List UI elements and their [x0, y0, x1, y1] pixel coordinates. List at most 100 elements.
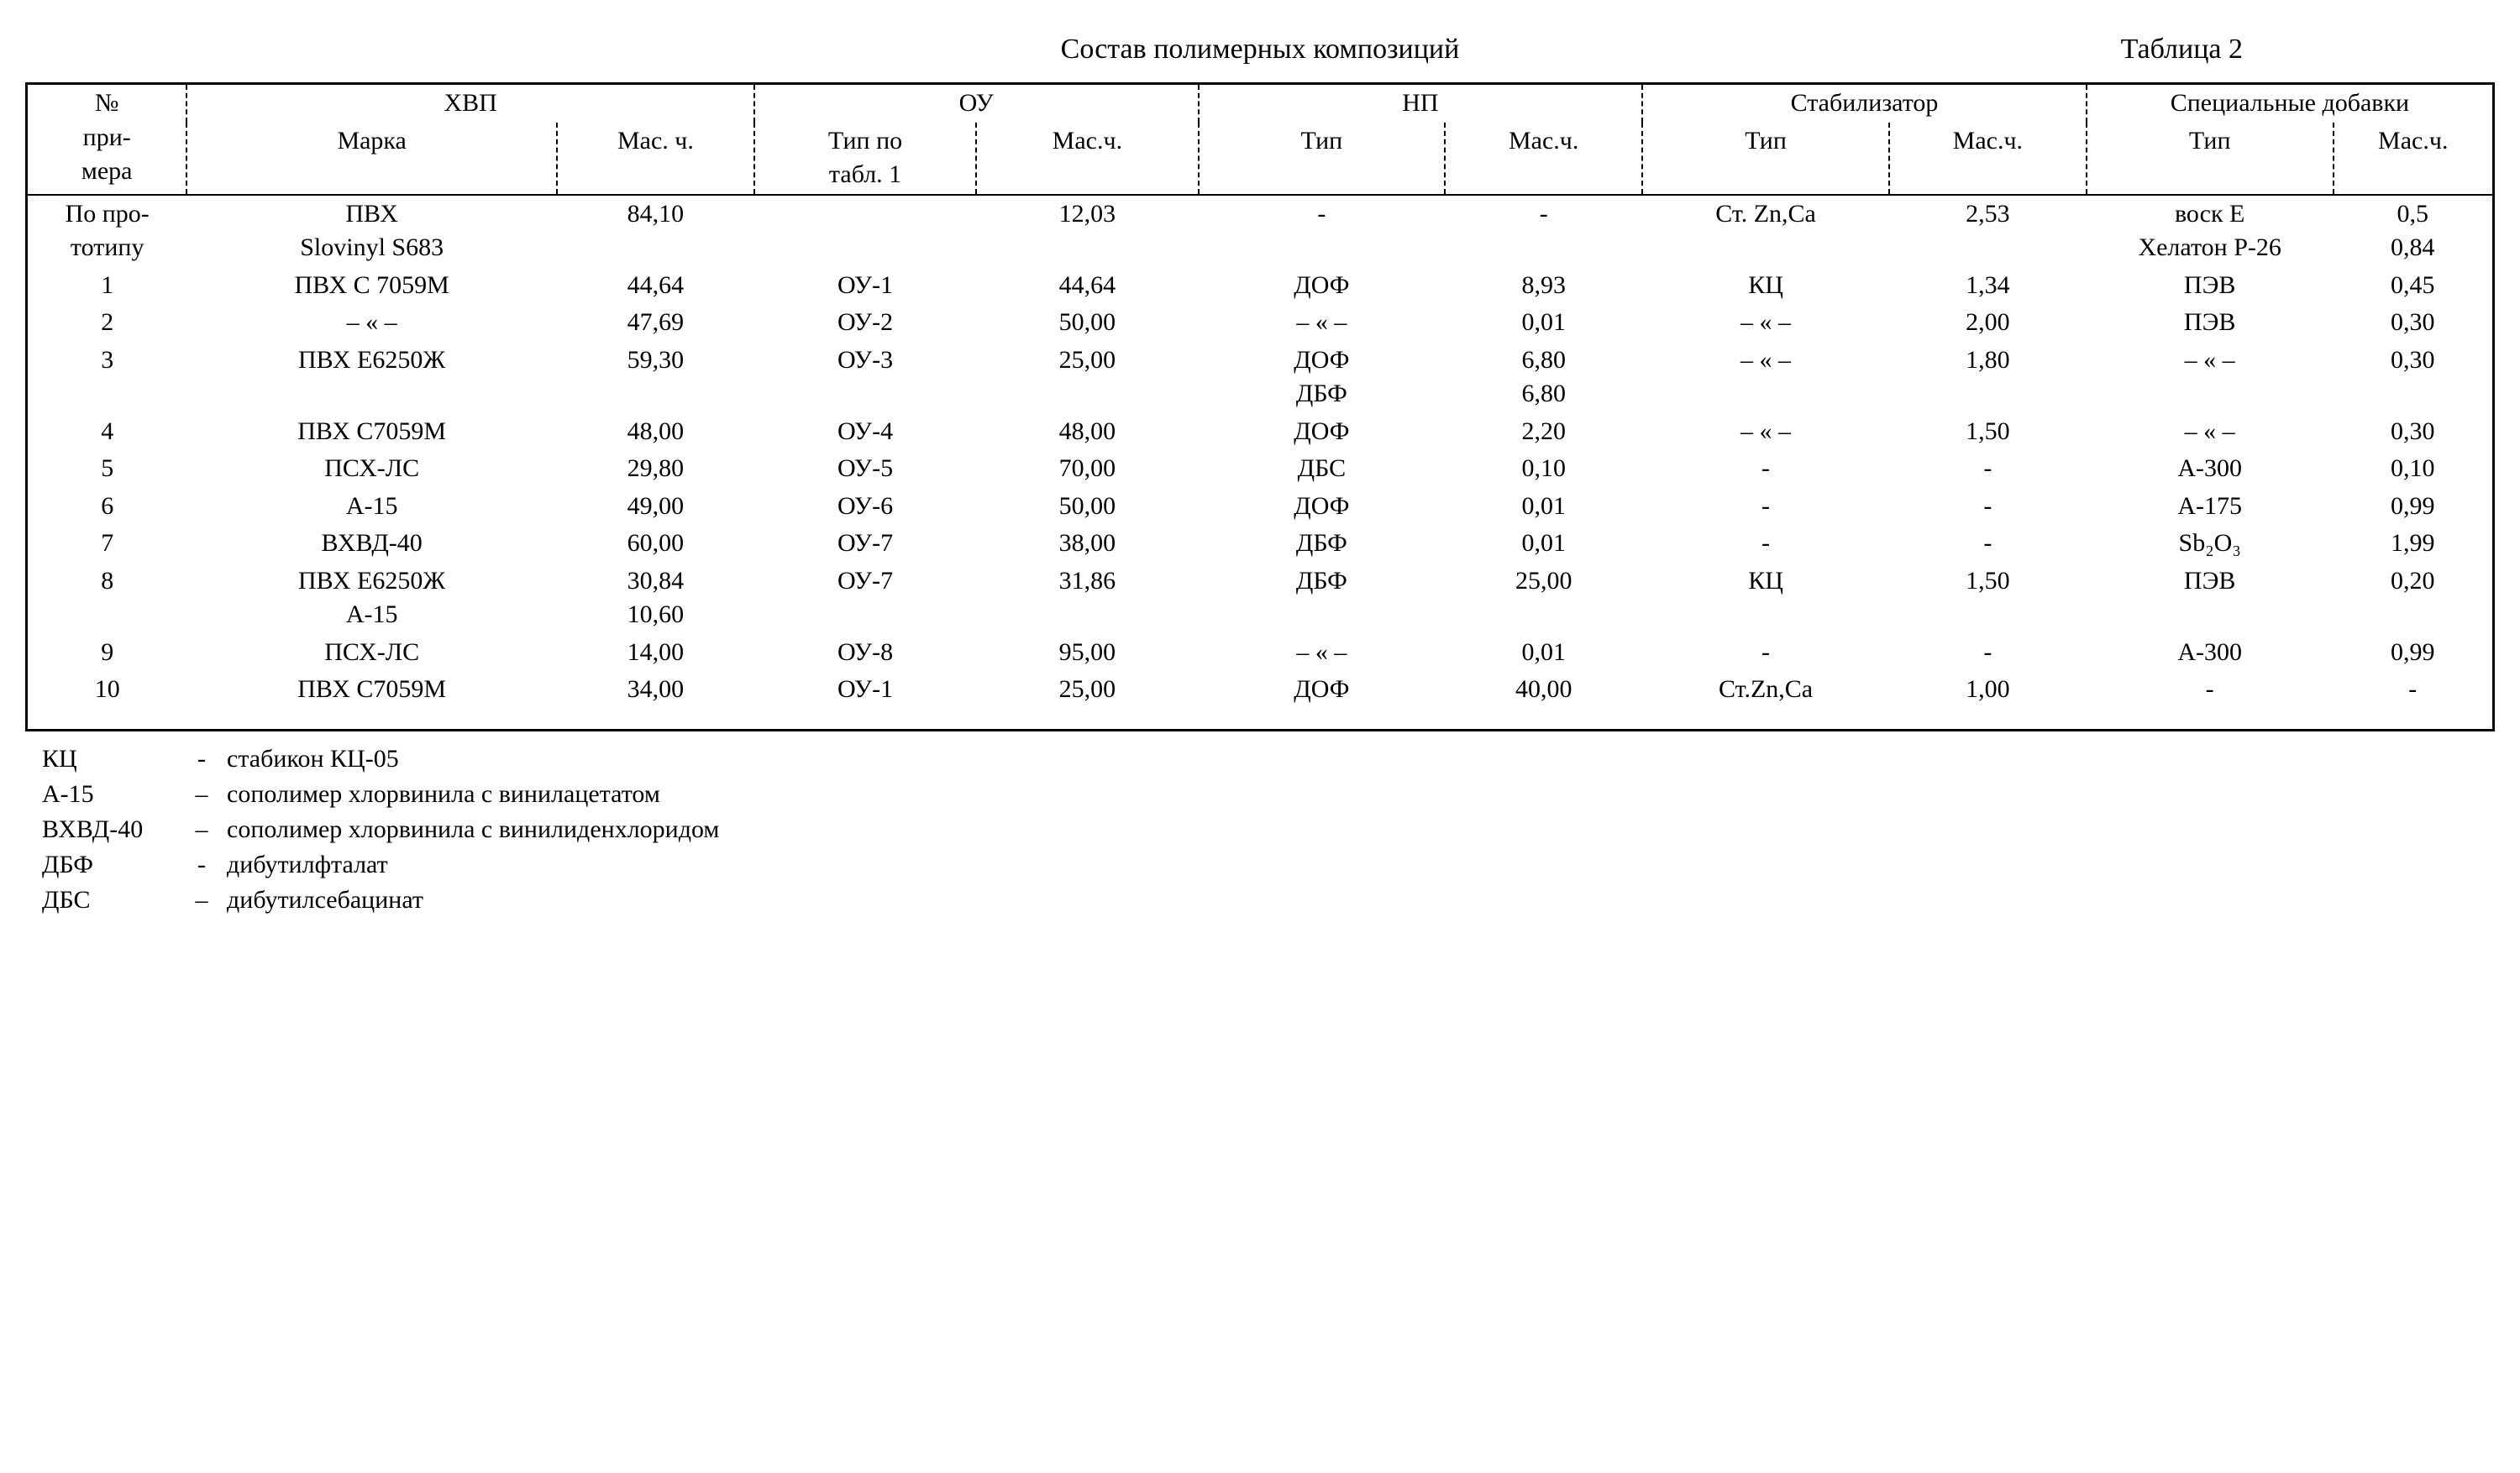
- table-cell: ПСХ-ЛС: [186, 634, 557, 672]
- col-oy-tip: Тип потабл. 1: [754, 123, 976, 195]
- col-stab-mass: Мас.ч.: [1889, 123, 2087, 195]
- table-cell: -: [1889, 525, 2087, 563]
- table-cell: ДОФ: [1199, 413, 1446, 451]
- col-spec-tip: Тип: [2087, 123, 2334, 195]
- table-cell: ПСХ-ЛС: [186, 450, 557, 488]
- col-spec: Специальные добавки: [2087, 84, 2494, 123]
- table-cell: – « –: [186, 304, 557, 342]
- table-cell: ОУ-1: [754, 267, 976, 305]
- table-cell: ОУ-5: [754, 450, 976, 488]
- legend-text: дибутилфталат: [227, 847, 388, 883]
- table-cell: 48,00: [557, 413, 754, 451]
- table-cell: 2,53: [1889, 196, 2087, 267]
- table-cell: 6,806,80: [1445, 342, 1642, 413]
- table-row: 2– « –47,69ОУ-250,00– « –0,01– « –2,00ПЭ…: [27, 304, 2494, 342]
- table-cell: КЦ: [1642, 563, 1889, 634]
- table-cell: -: [1445, 196, 1642, 267]
- col-stab-tip: Тип: [1642, 123, 1889, 195]
- col-no: №при-мера: [27, 84, 187, 195]
- table-cell: 60,00: [557, 525, 754, 563]
- table-cell: 2,00: [1889, 304, 2087, 342]
- legend-dash: -: [176, 847, 227, 883]
- table-cell: ПВХ С7059М: [186, 671, 557, 709]
- legend-abbr: ДБС: [42, 883, 176, 918]
- table-cell: 4: [27, 413, 187, 451]
- table-cell: 70,00: [976, 450, 1198, 488]
- table-cell: 47,69: [557, 304, 754, 342]
- table-cell: 7: [27, 525, 187, 563]
- table-cell: – « –: [2087, 413, 2334, 451]
- table-cell: 31,86: [976, 563, 1198, 634]
- table-cell: ПВХ Е6250Ж: [186, 342, 557, 413]
- legend-text: дибутилсебацинат: [227, 883, 423, 918]
- legend-row: ДБФ-дибутилфталат: [42, 847, 2495, 883]
- table-row: 5ПСХ-ЛС29,80ОУ-570,00ДБС0,10--А-3000,10: [27, 450, 2494, 488]
- table-row: 3ПВХ Е6250Ж59,30ОУ-325,00ДОФДБФ6,806,80–…: [27, 342, 2494, 413]
- table-cell: ОУ-8: [754, 634, 976, 672]
- table-cell: 0,01: [1445, 304, 1642, 342]
- table-cell: 59,30: [557, 342, 754, 413]
- table-cell: 1,80: [1889, 342, 2087, 413]
- legend-row: А-15–сополимер хлорвинила с винилацетато…: [42, 777, 2495, 812]
- table-row: 1ПВХ С 7059М44,64ОУ-144,64ДОФ8,93КЦ1,34П…: [27, 267, 2494, 305]
- table-row: 7ВХВД-4060,00ОУ-738,00ДБФ0,01--Sb₂O₃1,99: [27, 525, 2494, 563]
- table-cell: ДОФ: [1199, 671, 1446, 709]
- table-cell: 25,00: [976, 671, 1198, 709]
- table-cell: 0,20: [2334, 563, 2494, 634]
- legend-abbr: ДБФ: [42, 847, 176, 883]
- table-cell: -: [1889, 634, 2087, 672]
- table-cell: 0,45: [2334, 267, 2494, 305]
- table-cell: 0,50,84: [2334, 196, 2494, 267]
- table-cell: 1,34: [1889, 267, 2087, 305]
- table-cell: ДОФДБФ: [1199, 342, 1446, 413]
- table-cell: ПЭВ: [2087, 563, 2334, 634]
- legend-text: сополимер хлорвинила с винилиденхлоридом: [227, 812, 719, 847]
- table-row: По про-тотипуПВХSlovinyl S68384,1012,03-…: [27, 196, 2494, 267]
- table-cell: -: [2334, 671, 2494, 709]
- table-cell: – « –: [2087, 342, 2334, 413]
- table-cell: ПЭВ: [2087, 267, 2334, 305]
- table-cell: 14,00: [557, 634, 754, 672]
- table-cell: 0,01: [1445, 488, 1642, 526]
- legend-dash: –: [176, 812, 227, 847]
- table-cell: 0,99: [2334, 634, 2494, 672]
- table-cell: -: [1642, 634, 1889, 672]
- table-cell: ПВХSlovinyl S683: [186, 196, 557, 267]
- table-row: 6А-1549,00ОУ-650,00ДОФ0,01--А-1750,99: [27, 488, 2494, 526]
- legend-abbr: ВХВД-40: [42, 812, 176, 847]
- table-cell: Sb₂O₃: [2087, 525, 2334, 563]
- col-np-tip: Тип: [1199, 123, 1446, 195]
- table-row: 4ПВХ С7059М48,00ОУ-448,00ДОФ2,20– « –1,5…: [27, 413, 2494, 451]
- table-cell: -: [1642, 450, 1889, 488]
- table-cell: 29,80: [557, 450, 754, 488]
- table-cell: А-300: [2087, 450, 2334, 488]
- table-cell: 48,00: [976, 413, 1198, 451]
- table-cell: – « –: [1642, 304, 1889, 342]
- table-cell: А-175: [2087, 488, 2334, 526]
- table-cell: 12,03: [976, 196, 1198, 267]
- table-cell: 0,30: [2334, 304, 2494, 342]
- table-cell: ОУ-2: [754, 304, 976, 342]
- table-cell: ДБФ: [1199, 525, 1446, 563]
- col-oy: ОУ: [754, 84, 1199, 123]
- table-cell: 1: [27, 267, 187, 305]
- page-title: Состав полимерных композиций: [1061, 34, 1460, 66]
- table-cell: 2: [27, 304, 187, 342]
- table-cell: 84,10: [557, 196, 754, 267]
- col-hvp: ХВП: [186, 84, 754, 123]
- table-cell: -: [2087, 671, 2334, 709]
- table-cell: КЦ: [1642, 267, 1889, 305]
- table-cell: 30,8410,60: [557, 563, 754, 634]
- table-cell: Ст.Zn,Ca: [1642, 671, 1889, 709]
- table-cell: ДБФ: [1199, 563, 1446, 634]
- table-cell: ОУ-7: [754, 563, 976, 634]
- table-cell: -: [1889, 450, 2087, 488]
- table-cell: ОУ-6: [754, 488, 976, 526]
- legend-row: ДБС–дибутилсебацинат: [42, 883, 2495, 918]
- table-cell: – « –: [1642, 342, 1889, 413]
- table-cell: ОУ-3: [754, 342, 976, 413]
- table-cell: 0,30: [2334, 413, 2494, 451]
- table-cell: 0,01: [1445, 634, 1642, 672]
- table-cell: 49,00: [557, 488, 754, 526]
- table-cell: -: [1642, 488, 1889, 526]
